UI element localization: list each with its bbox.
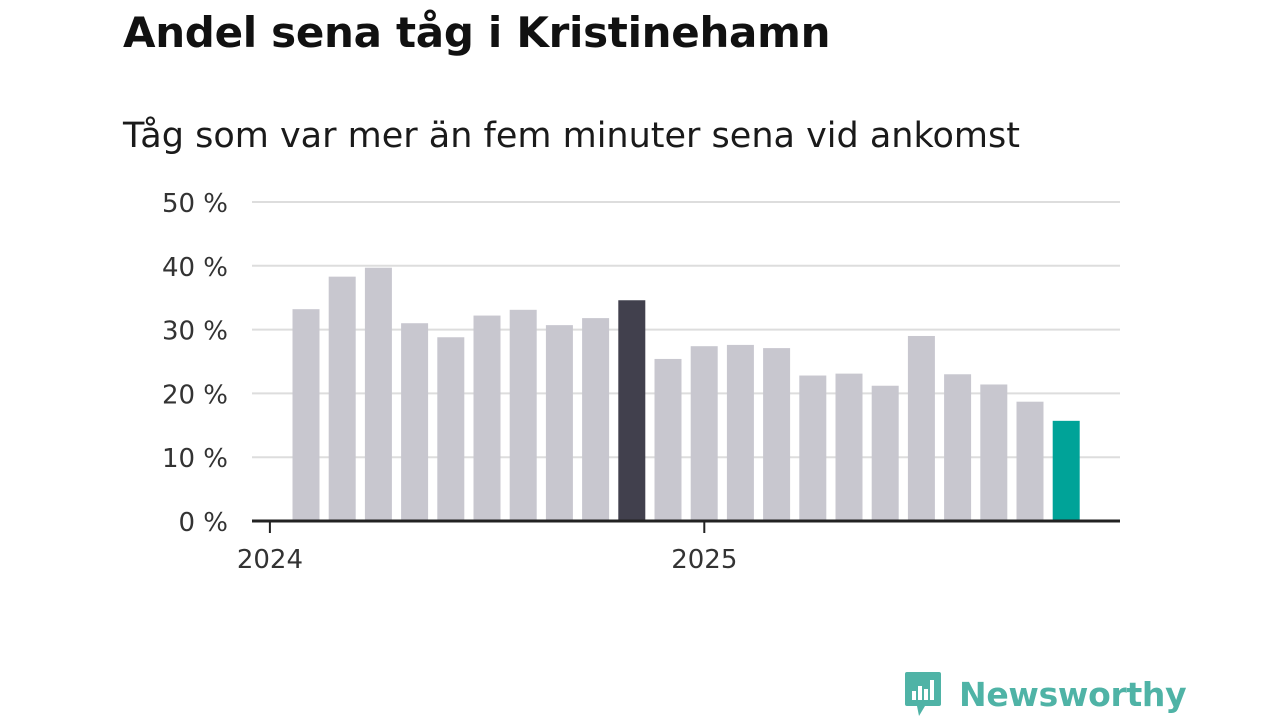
bar xyxy=(292,309,320,521)
bar xyxy=(654,358,682,521)
bar xyxy=(944,374,972,521)
bar xyxy=(509,309,537,521)
bar xyxy=(726,344,754,521)
bar xyxy=(401,323,429,521)
y-tick-label: 50 % xyxy=(162,189,228,219)
bar xyxy=(437,337,465,521)
bars xyxy=(292,267,1080,521)
bar xyxy=(835,373,863,521)
y-tick-label: 10 % xyxy=(162,444,228,474)
y-tick-label: 40 % xyxy=(162,253,228,283)
y-axis-ticks: 0 % 10 % 20 % 30 % 40 % 50 % xyxy=(162,189,228,538)
x-tick-label: 2025 xyxy=(671,545,737,575)
chart-subtitle: Tåg som var mer än fem minuter sena vid … xyxy=(123,116,1020,156)
bar xyxy=(980,384,1008,521)
y-tick-label: 20 % xyxy=(162,380,228,410)
brand-name: Newsworthy xyxy=(959,674,1187,714)
y-tick-label: 30 % xyxy=(162,317,228,347)
bar xyxy=(618,300,646,521)
bar xyxy=(763,348,791,521)
bar xyxy=(582,318,610,521)
bar xyxy=(799,375,827,521)
bar xyxy=(907,335,935,521)
newsworthy-logo: Newsworthy xyxy=(903,670,1187,718)
bar xyxy=(473,315,501,521)
newsworthy-logo-icon xyxy=(905,672,941,716)
bar xyxy=(545,325,573,521)
x-tick-label: 2024 xyxy=(237,545,303,575)
bar xyxy=(1016,401,1044,521)
bar xyxy=(1052,420,1080,521)
bar xyxy=(328,276,356,521)
bar xyxy=(871,385,899,521)
bar xyxy=(690,346,718,521)
chart-title: Andel sena tåg i Kristinehamn xyxy=(123,8,831,57)
bar xyxy=(364,267,392,521)
grid-lines xyxy=(252,201,1120,459)
x-axis: 2024 2025 xyxy=(237,519,1120,575)
y-tick-label: 0 % xyxy=(178,508,228,538)
